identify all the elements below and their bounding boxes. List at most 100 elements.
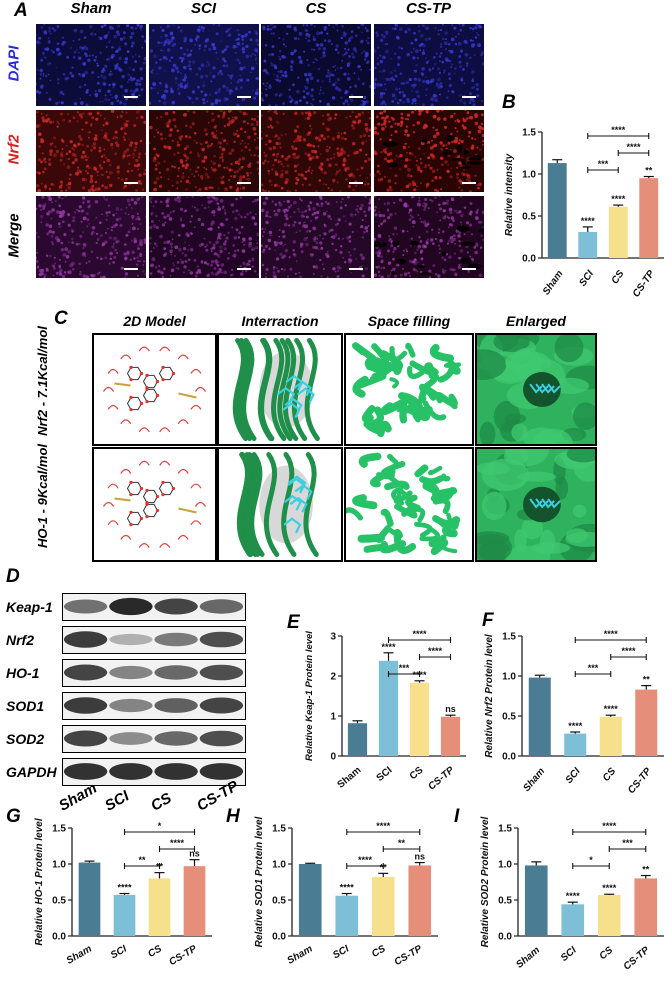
- y-tick-label-H-0: 0.0: [272, 932, 286, 943]
- blot-keap-1: [62, 593, 246, 621]
- c-tile-0-1: [217, 333, 343, 446]
- micrograph-dapi-1: [148, 24, 259, 106]
- comparison-label-B-2: ***: [598, 159, 609, 169]
- micrograph-merge-2: [261, 196, 371, 278]
- bar-H-sci: [335, 895, 359, 936]
- y-tick-label-E-1: 1: [330, 712, 336, 723]
- a-col-label-1: SCI: [190, 0, 216, 17]
- panel-label-h: H: [226, 806, 240, 827]
- y-tick-label-I-0: 0.0: [498, 932, 512, 943]
- sig-star-B-2: ****: [611, 194, 626, 204]
- y-tick-label-F-1: 0.5: [502, 712, 516, 723]
- x-tick-label-G-1: SCI: [109, 943, 129, 961]
- c-tile-1-0: [92, 447, 217, 562]
- d-row-label-2: HO-1: [6, 665, 40, 681]
- y-tick-label-F-2: 1.0: [502, 672, 516, 683]
- blot-ho-1: [62, 659, 246, 687]
- x-tick-label-I-3: CS-TP: [622, 945, 652, 973]
- sig-star-I-1: ****: [566, 891, 581, 901]
- comparison-label-G-2: **: [138, 855, 146, 865]
- y-tick-label-E-2: 2: [330, 672, 336, 683]
- bar-B-sci: [578, 231, 598, 258]
- bar-G-cs: [148, 878, 171, 936]
- a-row-label-2: Merge: [5, 213, 23, 258]
- comparison-label-H-2: ****: [358, 855, 373, 865]
- panel-label-a: A: [14, 0, 28, 21]
- y-tick-label-F-0: 0.0: [502, 752, 516, 763]
- y-axis-label-G: Relative HO-1 Protein level: [34, 818, 45, 945]
- c-tile-1-1: [217, 447, 343, 562]
- blot-sod2: [62, 725, 246, 753]
- d-row-label-4: SOD2: [6, 731, 45, 747]
- y-tick-label-G-2: 1.0: [52, 860, 66, 871]
- bar-H-cs-tp: [408, 865, 432, 936]
- panel-label-i: I: [454, 806, 460, 827]
- c-tile-1-3: [475, 447, 597, 562]
- c-row-label-0: Nrf2 - 7.1Kcal/mol: [35, 325, 50, 436]
- x-tick-label-B-2: CS: [610, 268, 627, 286]
- y-tick-label-E-0: 0: [330, 752, 336, 763]
- panel-label-c: C: [54, 308, 68, 329]
- comparison-label-B-1: ****: [626, 142, 641, 152]
- comparison-label-E-0: ****: [412, 629, 427, 639]
- bar-G-sham: [78, 862, 101, 936]
- comparison-label-F-0: ****: [604, 629, 619, 639]
- y-axis-label-B: Relative intensity: [504, 153, 515, 236]
- micrograph-dapi-2: [261, 24, 371, 106]
- x-tick-label-B-0: Sham: [541, 269, 566, 298]
- sig-star-B-1: ****: [581, 216, 596, 226]
- d-row-label-0: Keap-1: [6, 599, 53, 615]
- sig-star-H-3: ns: [414, 852, 425, 862]
- x-tick-label-I-2: CS: [597, 945, 615, 963]
- micrograph-nrf2-0: [36, 110, 146, 192]
- bar-G-cs-tp: [183, 866, 206, 936]
- comparison-label-G-1: ****: [170, 838, 185, 848]
- bar-I-sham: [524, 865, 548, 936]
- bar-I-cs-tp: [634, 878, 658, 936]
- y-tick-label-G-1: 0.5: [52, 896, 66, 907]
- a-row-label-1: Nrf2: [5, 134, 23, 165]
- panel-label-d: D: [6, 566, 20, 587]
- panel-label-b: B: [502, 92, 516, 113]
- sig-star-F-1: ****: [568, 721, 583, 731]
- x-tick-label-I-1: SCI: [559, 945, 579, 964]
- x-tick-label-B-3: CS-TP: [631, 268, 657, 299]
- micrograph-merge-3: [373, 196, 484, 278]
- y-tick-label-H-2: 1.0: [272, 860, 286, 871]
- x-tick-label-G-0: Sham: [65, 943, 94, 966]
- y-tick-label-I-2: 1.0: [498, 860, 512, 871]
- chart-g: 0.0 0.5 1.0 1.5 Relative HO-1 Protein level S…: [34, 818, 212, 968]
- micrograph-dapi-3: [373, 24, 484, 106]
- a-row-label-0: DAPI: [5, 45, 23, 82]
- micrograph-nrf2-2: [261, 110, 371, 192]
- comparison-label-I-0: ****: [602, 821, 617, 831]
- comparison-label-B-0: ****: [611, 125, 626, 135]
- d-row-label-5: GAPDH: [6, 764, 57, 780]
- micrograph-nrf2-1: [148, 110, 259, 192]
- micrograph-merge-0: [36, 196, 146, 278]
- blot-gapdh: [62, 758, 246, 786]
- sig-star-I-2: ****: [602, 883, 617, 893]
- comparison-label-H-0: ****: [376, 821, 391, 831]
- sig-star-B-3: **: [645, 166, 653, 176]
- x-tick-label-G-3: CS-TP: [167, 943, 199, 968]
- panel-label-g: G: [6, 806, 21, 827]
- x-tick-label-F-2: CS: [601, 766, 619, 784]
- panel-label-e: E: [287, 612, 300, 633]
- bar-G-sci: [113, 894, 136, 936]
- bar-H-sham: [298, 864, 322, 936]
- sig-star-F-2: ****: [604, 704, 619, 714]
- sig-star-I-3: **: [642, 865, 650, 875]
- comparison-label-I-1: ***: [622, 838, 633, 848]
- y-tick-label-H-3: 1.5: [272, 824, 286, 835]
- c-row-label-1: HO-1 - 9Kcal/mol: [35, 443, 50, 548]
- y-tick-label-B-2: 1.0: [522, 170, 536, 181]
- y-axis-label-F: Relative Nrf2 Protein level: [484, 634, 495, 758]
- c-col-label-2: Space filling: [367, 313, 451, 329]
- y-tick-label-B-1: 0.5: [522, 212, 536, 223]
- c-tile-0-2: [344, 333, 474, 446]
- chart-e: 0 1 2 3 Relative Keap-1 Protein level Sham ***…: [304, 629, 466, 793]
- d-row-label-3: SOD1: [6, 698, 45, 714]
- c-col-label-1: Interraction: [241, 313, 319, 329]
- bar-E-cs-tp: [440, 716, 461, 756]
